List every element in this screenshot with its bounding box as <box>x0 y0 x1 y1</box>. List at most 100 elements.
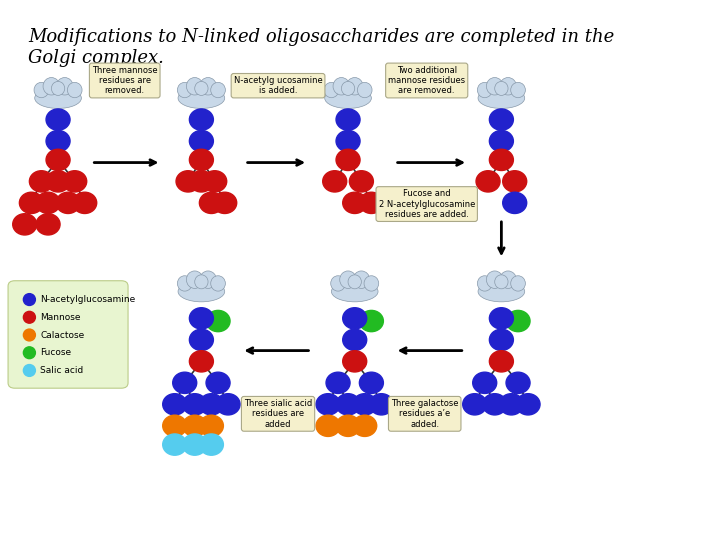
Ellipse shape <box>183 415 207 436</box>
Ellipse shape <box>63 171 86 192</box>
Ellipse shape <box>336 394 360 415</box>
Ellipse shape <box>353 271 369 288</box>
Ellipse shape <box>330 276 346 291</box>
Ellipse shape <box>36 192 60 213</box>
Ellipse shape <box>199 192 223 213</box>
Ellipse shape <box>43 78 60 95</box>
Text: Two additional
mannose residues
are removed.: Two additional mannose residues are remo… <box>388 65 465 96</box>
Ellipse shape <box>194 82 208 96</box>
Ellipse shape <box>177 82 192 98</box>
Ellipse shape <box>516 394 540 415</box>
Ellipse shape <box>211 82 225 98</box>
Ellipse shape <box>36 214 60 235</box>
Ellipse shape <box>199 78 217 95</box>
Ellipse shape <box>199 415 223 436</box>
Ellipse shape <box>56 192 80 213</box>
Ellipse shape <box>177 276 192 291</box>
Ellipse shape <box>490 308 513 329</box>
Ellipse shape <box>46 171 70 192</box>
Text: Three galactose
residues a’e
added.: Three galactose residues a’e added. <box>391 399 459 429</box>
Ellipse shape <box>478 87 525 109</box>
Ellipse shape <box>510 276 526 291</box>
Ellipse shape <box>23 294 35 306</box>
Ellipse shape <box>353 415 377 436</box>
Ellipse shape <box>336 149 360 171</box>
Ellipse shape <box>13 214 37 235</box>
Ellipse shape <box>487 271 503 288</box>
Ellipse shape <box>163 434 186 455</box>
Ellipse shape <box>336 131 360 152</box>
Ellipse shape <box>163 415 186 436</box>
Ellipse shape <box>23 312 35 323</box>
Ellipse shape <box>359 372 383 394</box>
Ellipse shape <box>476 171 500 192</box>
Ellipse shape <box>477 276 492 291</box>
Ellipse shape <box>56 78 73 95</box>
Ellipse shape <box>343 308 366 329</box>
Ellipse shape <box>23 347 35 359</box>
Ellipse shape <box>46 149 70 171</box>
Ellipse shape <box>340 271 356 288</box>
Text: Salic acid: Salic acid <box>40 366 84 375</box>
Ellipse shape <box>473 372 497 394</box>
Ellipse shape <box>359 310 383 332</box>
Ellipse shape <box>35 87 81 109</box>
Ellipse shape <box>183 434 207 455</box>
Ellipse shape <box>194 275 208 289</box>
Text: Fucose: Fucose <box>40 348 71 357</box>
Ellipse shape <box>212 192 237 213</box>
Ellipse shape <box>503 171 527 192</box>
Ellipse shape <box>34 82 49 98</box>
Ellipse shape <box>503 192 527 213</box>
Ellipse shape <box>323 171 347 192</box>
Ellipse shape <box>324 82 338 98</box>
Ellipse shape <box>178 87 225 109</box>
Ellipse shape <box>346 78 363 95</box>
Ellipse shape <box>216 394 240 415</box>
Ellipse shape <box>478 281 525 302</box>
Ellipse shape <box>183 394 207 415</box>
Ellipse shape <box>46 131 70 152</box>
Ellipse shape <box>189 171 213 192</box>
Ellipse shape <box>495 82 508 96</box>
Ellipse shape <box>199 394 223 415</box>
Ellipse shape <box>487 78 503 95</box>
Ellipse shape <box>490 350 513 372</box>
Ellipse shape <box>325 87 372 109</box>
Ellipse shape <box>189 149 213 171</box>
Ellipse shape <box>510 82 526 98</box>
Ellipse shape <box>176 171 200 192</box>
Ellipse shape <box>189 350 213 372</box>
Ellipse shape <box>506 310 530 332</box>
Ellipse shape <box>369 394 393 415</box>
Ellipse shape <box>30 171 53 192</box>
Ellipse shape <box>199 434 223 455</box>
Text: Fucose and
2 N-acetylglucosamine
residues are added.: Fucose and 2 N-acetylglucosamine residue… <box>379 189 475 219</box>
Ellipse shape <box>331 281 378 302</box>
Ellipse shape <box>178 281 225 302</box>
Ellipse shape <box>189 131 213 152</box>
Ellipse shape <box>23 329 35 341</box>
Ellipse shape <box>500 271 516 288</box>
Ellipse shape <box>348 275 361 289</box>
Ellipse shape <box>500 78 516 95</box>
Ellipse shape <box>189 109 213 130</box>
Ellipse shape <box>463 394 487 415</box>
Ellipse shape <box>199 271 217 288</box>
Ellipse shape <box>359 192 383 213</box>
Ellipse shape <box>364 276 379 291</box>
Ellipse shape <box>357 82 372 98</box>
Ellipse shape <box>316 394 340 415</box>
Ellipse shape <box>189 329 213 350</box>
Ellipse shape <box>490 149 513 171</box>
Ellipse shape <box>206 310 230 332</box>
Ellipse shape <box>482 394 507 415</box>
Ellipse shape <box>163 394 186 415</box>
Text: Calactose: Calactose <box>40 330 84 340</box>
Ellipse shape <box>211 276 225 291</box>
Ellipse shape <box>186 78 203 95</box>
Ellipse shape <box>206 372 230 394</box>
Ellipse shape <box>500 394 523 415</box>
Ellipse shape <box>73 192 96 213</box>
Ellipse shape <box>51 82 65 96</box>
